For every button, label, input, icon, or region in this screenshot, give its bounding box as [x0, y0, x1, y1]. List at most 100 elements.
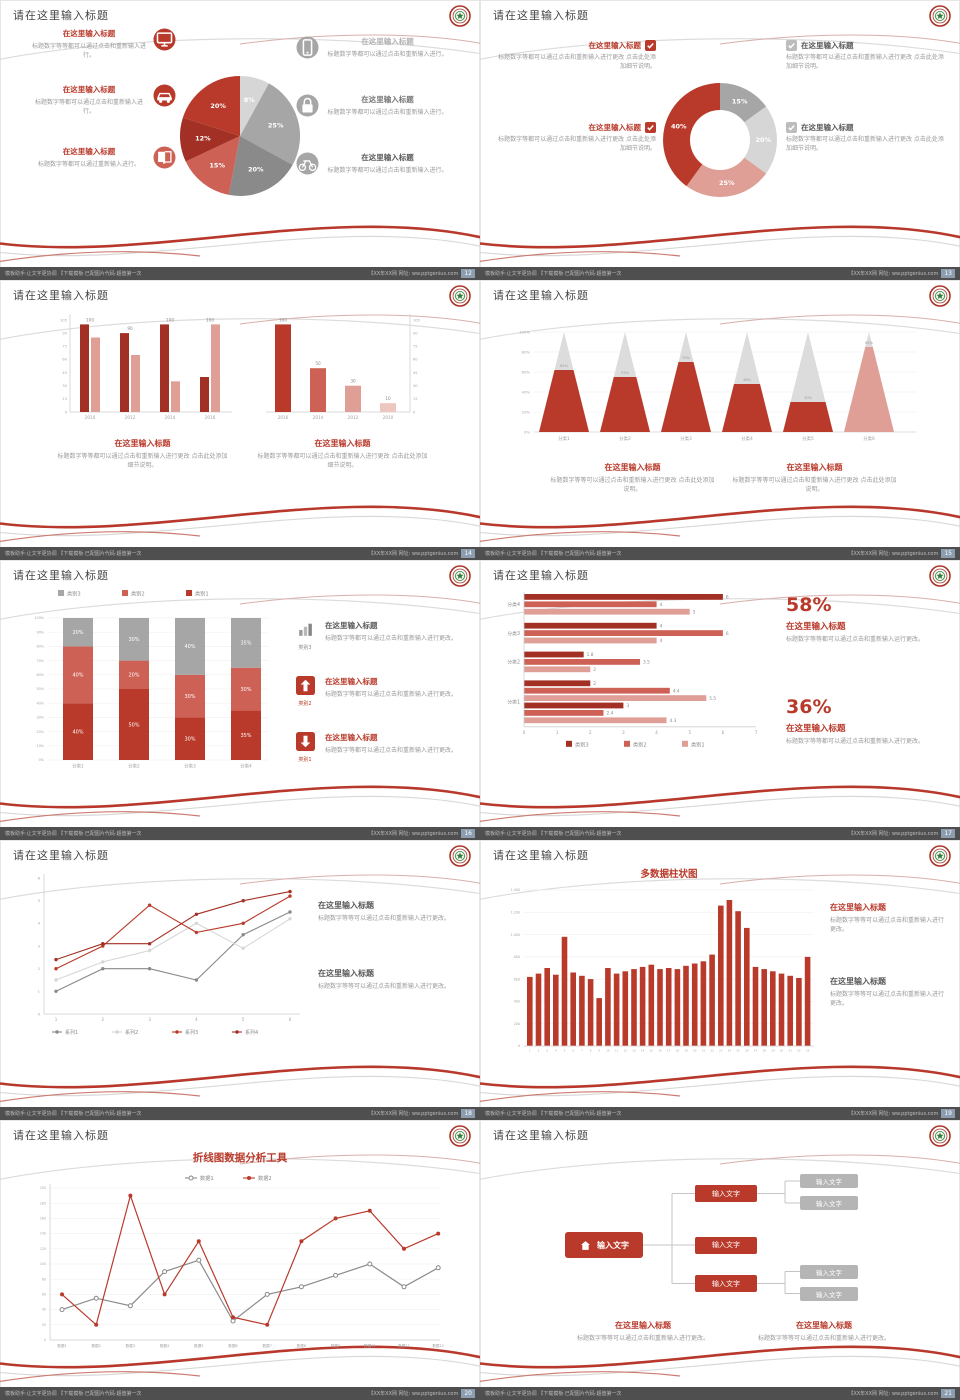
svg-text:19: 19 — [684, 1049, 688, 1053]
footer-right: 【XX年XX网 网址: ww.pptgenius.com 15 — [848, 549, 955, 558]
logo — [449, 1125, 471, 1147]
svg-text:4: 4 — [660, 638, 663, 644]
footer-right: 【XX年XX网 网址: ww.pptgenius.com 19 — [848, 1109, 955, 1118]
slide-content: 输入文字 输入文字 输入文字 输入文字 输入文字 输入文字 输入文字 输入文字 在这里输入标题… — [480, 1144, 960, 1386]
slide-5[interactable]: 请在这里输入标题 类别3 类别2 类别1 0% 10% 20% 30% 40% 50% 60% 70%… — [0, 560, 480, 840]
slide-content: 类别3 类别2 类别1 0% 10% 20% 30% 40% 50% 60% 70% 80% 90% 10… — [0, 584, 480, 826]
slide-9[interactable]: 请在这里输入标题 折线图数据分析工具 0 20 40 60 80 100 120 140 160 18… — [0, 1120, 480, 1400]
donut-item-left-2: 在这里输入标题 标题数字等都可以通过点击和重新输入进行更改 点击此处添加细节说明… — [496, 122, 656, 154]
bar-caption-2-heading: 在这里输入标题 — [314, 439, 371, 448]
svg-text:分类2: 分类2 — [619, 435, 631, 442]
slide-1[interactable]: 请在这里输入标题 8% 25% 20% 15% 12% 20% 在这里输入标题 标题数字等等… — [0, 0, 480, 280]
stat-block-2: 36% 在这里输入标题 标题数字等等都可以通过点击和重新输入进行更改。 — [786, 696, 944, 746]
slide-footer: 模板助手:让文字更协调 【下载模板·已配图片代码·超值第一次 【XX年XX网 网… — [0, 1107, 480, 1120]
footer-left-text: 模板助手:让文字更协调 【下载模板·已配图片代码·超值第一次 — [5, 551, 142, 557]
logo — [449, 565, 471, 587]
svg-text:2: 2 — [593, 681, 596, 687]
slide-decoration — [480, 594, 960, 823]
pyramid-caption-1-heading: 在这里输入标题 — [604, 463, 661, 472]
svg-text:50%: 50% — [36, 687, 44, 691]
slide-2[interactable]: 请在这里输入标题 15% 20% 25% 40% 在这里输入标题 标题数字等都可以通过点… — [480, 0, 960, 280]
item-heading: 在这里输入标题 — [801, 41, 854, 50]
svg-text:20%: 20% — [522, 409, 531, 414]
svg-text:600: 600 — [514, 977, 520, 981]
svg-text:2: 2 — [589, 730, 592, 735]
slide-3[interactable]: 请在这里输入标题 0 15 30 45 60 75 90 105 100 2010 90 2012 100… — [0, 280, 480, 560]
svg-text:8: 8 — [590, 1049, 592, 1053]
pyramid-caption-2-body: 标题数字等等可以通过点击和重新输入进行更改 点击此处添加说明。 — [732, 477, 897, 494]
svg-text:5: 5 — [564, 1049, 566, 1053]
callout-body: 标题数字等都可以通过点击和重新输入进行。 — [327, 51, 448, 58]
svg-text:6: 6 — [572, 1049, 574, 1053]
flow-leaf-2: 输入文字 — [800, 1196, 858, 1210]
flow-leaf-1: 输入文字 — [800, 1174, 858, 1188]
svg-text:3: 3 — [38, 943, 41, 948]
svg-text:2: 2 — [38, 966, 41, 971]
svg-text:800: 800 — [514, 955, 520, 959]
svg-text:1.8: 1.8 — [587, 652, 594, 658]
svg-text:5: 5 — [242, 1017, 245, 1022]
svg-text:30: 30 — [780, 1049, 784, 1053]
flow-node-2: 输入文字 — [695, 1236, 757, 1254]
svg-text:10%: 10% — [36, 744, 44, 748]
slide-10[interactable]: 请在这里输入标题 输入文字 输入文字 输入文字 输入文字 输入文字 输入文字 输入文字 输入文… — [480, 1120, 960, 1400]
svg-text:60%: 60% — [522, 369, 531, 374]
svg-text:数据12: 数据12 — [432, 1343, 444, 1348]
slide-7[interactable]: 请在这里输入标题 0 1 2 3 4 5 6 1 2 3 4 5 6 系列1 系列2 系列3 系列4 在这里输入标… — [0, 840, 480, 1120]
line-caption-1: 在这里输入标题 标题数字等等可以通过点击和重新输入进行更改。 — [318, 900, 466, 923]
footer-right-text: 【XX年XX网 网址: ww.pptgenius.com — [848, 551, 939, 557]
slide-4[interactable]: 请在这里输入标题 0% 20% 40% 60% 80% 100% 62% 分类1 55% 分类2 70… — [480, 280, 960, 560]
svg-text:11: 11 — [615, 1049, 619, 1053]
school-emblem-logo — [929, 1125, 951, 1147]
footer-left-text: 模板助手:让文字更协调 【下载模板·已配图片代码·超值第一次 — [5, 1111, 142, 1117]
svg-text:75: 75 — [413, 345, 418, 349]
slide-8[interactable]: 请在这里输入标题 多数据柱状图 0 200 400 600 800 1,000 1,200 1,4… — [480, 840, 960, 1120]
svg-text:分类1: 分类1 — [507, 699, 520, 706]
item-body: 标题数字等都可以通过点击和重新输入进行更改 点击此处添加细节说明。 — [786, 136, 944, 153]
svg-text:4: 4 — [660, 623, 663, 629]
bar-caption-1-heading: 在这里输入标题 — [114, 439, 171, 448]
slide-decoration — [480, 874, 960, 1103]
svg-text:40: 40 — [42, 1308, 46, 1312]
column-caption-2-body: 标题数字等等可以通过点击和重新输入进行更改。 — [830, 991, 945, 1008]
svg-text:分类4: 分类4 — [507, 601, 520, 608]
svg-text:50%: 50% — [128, 722, 139, 728]
svg-text:4.4: 4.4 — [673, 688, 680, 694]
svg-text:40%: 40% — [522, 389, 531, 394]
footer-right: 【XX年XX网 网址: ww.pptgenius.com 21 — [848, 1389, 955, 1398]
svg-text:35%: 35% — [240, 733, 251, 739]
svg-text:8%: 8% — [244, 96, 256, 104]
svg-text:30%: 30% — [184, 694, 195, 700]
flow-leaf-4: 输入文字 — [800, 1286, 858, 1301]
footer-right-text: 【XX年XX网 网址: ww.pptgenius.com — [848, 1391, 939, 1397]
svg-text:5: 5 — [693, 609, 696, 615]
svg-text:400: 400 — [514, 1000, 520, 1004]
svg-text:10: 10 — [385, 396, 391, 401]
svg-text:30: 30 — [62, 384, 67, 388]
logo — [449, 845, 471, 867]
slide-6[interactable]: 请在这里输入标题 6 4 5 分类4 4 6 4 分类3 1.8 3.5 2 分类2 2 4.4 5.5 3 2.… — [480, 560, 960, 840]
flow-node-3: 输入文字 — [695, 1275, 757, 1292]
svg-text:30%: 30% — [240, 687, 251, 693]
page-number: 12 — [461, 269, 475, 278]
svg-text:系列4: 系列4 — [245, 1029, 258, 1036]
slide-footer: 模板助手:让文字更协调 【下载模板·已配图片代码·超值第一次 【XX年XX网 网… — [480, 1107, 960, 1120]
slide-content: 0 15 30 45 60 75 90 105 100 2010 90 2012 100 2014 100 2… — [0, 304, 480, 546]
donut-item-left-1: 在这里输入标题 标题数字等都可以通过点击和重新输入进行更改 点击此处添加细节说明… — [496, 40, 656, 72]
svg-text:140: 140 — [40, 1232, 46, 1236]
svg-text:0: 0 — [523, 730, 526, 735]
callout-body: 标题数字等等都可以通过点击和重新输入进行。 — [31, 43, 146, 60]
svg-text:75: 75 — [62, 345, 67, 349]
category-row-3: 类别1 在这里输入标题 标题数字等都可以通过点击和重新输入进行更改。 — [292, 732, 466, 763]
svg-text:7: 7 — [581, 1049, 583, 1053]
svg-text:2012: 2012 — [348, 415, 359, 420]
row-body: 标题数字等都可以通过点击和重新输入进行更改。 — [325, 747, 458, 754]
svg-text:2012: 2012 — [125, 415, 136, 420]
svg-text:30: 30 — [350, 379, 356, 384]
svg-text:20%: 20% — [36, 730, 44, 734]
svg-text:90: 90 — [62, 331, 67, 335]
svg-text:类别2: 类别2 — [633, 740, 647, 748]
svg-text:105: 105 — [60, 318, 67, 322]
